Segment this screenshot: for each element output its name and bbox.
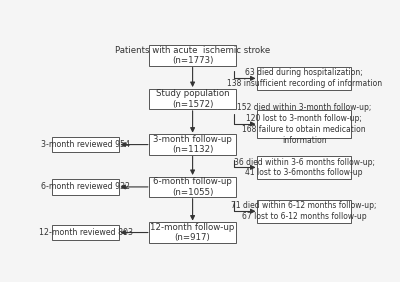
FancyBboxPatch shape [149, 177, 236, 197]
Text: 152 died within 3-month follow-up;
120 lost to 3-month follow-up;
168 failure to: 152 died within 3-month follow-up; 120 l… [237, 103, 371, 145]
FancyBboxPatch shape [52, 225, 119, 240]
Text: Study population
(n=1572): Study population (n=1572) [156, 89, 230, 109]
Text: Patients with acute  ischemic stroke
(n=1773): Patients with acute ischemic stroke (n=1… [115, 46, 270, 65]
FancyBboxPatch shape [257, 200, 352, 223]
Text: 36 died within 3-6 months follow-up;
41 lost to 3-6months follow-up: 36 died within 3-6 months follow-up; 41 … [234, 158, 375, 177]
FancyBboxPatch shape [52, 137, 119, 152]
Text: 12-month follow-up
(n=917): 12-month follow-up (n=917) [150, 223, 235, 243]
Text: 12-month reviewed 803: 12-month reviewed 803 [39, 228, 133, 237]
FancyBboxPatch shape [52, 179, 119, 195]
Text: 6-month reviewed 932: 6-month reviewed 932 [41, 182, 130, 191]
FancyBboxPatch shape [149, 222, 236, 243]
FancyBboxPatch shape [257, 156, 352, 179]
FancyBboxPatch shape [149, 89, 236, 109]
Text: 3-month reviewed 954: 3-month reviewed 954 [41, 140, 130, 149]
Text: 63 died during hospitalization;
138 insufficient recording of information: 63 died during hospitalization; 138 insu… [227, 69, 382, 88]
Text: 3-month follow-up
(n=1132): 3-month follow-up (n=1132) [153, 135, 232, 155]
Text: 6-month follow-up
(n=1055): 6-month follow-up (n=1055) [153, 177, 232, 197]
FancyBboxPatch shape [149, 45, 236, 66]
FancyBboxPatch shape [149, 135, 236, 155]
FancyBboxPatch shape [257, 110, 352, 138]
Text: 71 died within 6-12 months follow-up;
67 lost to 6-12 months follow-up: 71 died within 6-12 months follow-up; 67… [232, 201, 377, 221]
FancyBboxPatch shape [257, 67, 352, 90]
